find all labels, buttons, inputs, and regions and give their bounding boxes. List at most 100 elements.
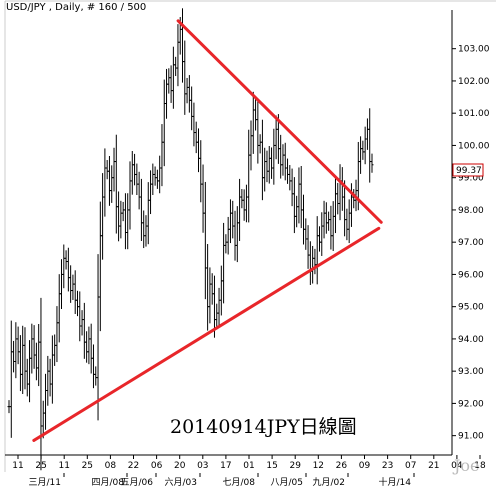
x-tick-label: 15	[266, 461, 277, 471]
last-price-marker: 99.37	[452, 163, 484, 177]
ohlc-bars	[7, 8, 374, 471]
y-tick: 92.00	[452, 399, 484, 409]
ohlc-bar	[370, 153, 374, 173]
y-tick-label: 98.00	[458, 206, 484, 216]
separator-label: ,	[45, 2, 56, 13]
watermark: Joe	[452, 456, 480, 475]
month-tick-label: 八月/05	[271, 477, 304, 488]
x-tick-label: 04	[451, 461, 463, 471]
y-axis-ticks: 91.00 92.00 93.00 94.00 95.00 96.00 97.00 98.00…	[452, 45, 490, 442]
x-tick-label: 11	[58, 461, 69, 471]
x-tick-label: 21	[428, 461, 439, 471]
x-tick-label: 07	[405, 461, 416, 471]
y-tick-label: 91.00	[458, 432, 484, 442]
y-tick: 94.00	[452, 335, 484, 345]
symbol-label: USD/JPY	[6, 2, 46, 13]
y-tick: 100.00	[452, 141, 490, 151]
x-tick: 23	[382, 455, 393, 471]
x-tick-label: 22	[128, 461, 139, 471]
x-tick-label: 11	[12, 461, 23, 471]
x-tick-label: 17	[220, 461, 231, 471]
y-tick-label: 99.00	[458, 174, 484, 184]
x-tick: 25	[82, 455, 93, 471]
x-tick: 04	[451, 455, 463, 471]
y-tick-label: 96.00	[458, 270, 484, 280]
x-tick: 11	[58, 455, 70, 471]
plot-area	[7, 8, 383, 471]
y-tick: 102.00	[452, 77, 490, 87]
chart-header: USD/JPY , Daily, # 160 / 500	[6, 2, 146, 13]
month-tick: 五月/06	[121, 473, 157, 488]
month-tick-label: 六月/03	[165, 476, 198, 488]
x-tick-label: 09	[359, 461, 371, 471]
y-tick: 96.00	[452, 270, 484, 280]
month-tick-label: 五月/06	[121, 477, 154, 488]
y-tick-label: 100.00	[458, 141, 490, 151]
month-tick-label: 三月/11	[29, 477, 62, 488]
x-tick: 01	[243, 455, 255, 471]
month-tick-label: 十月/14	[379, 476, 412, 488]
month-tick-label: 七月/08	[223, 477, 256, 488]
y-tick: 99.00	[452, 174, 484, 184]
x-tick-label: 08	[105, 461, 117, 471]
x-tick-label: 25	[35, 461, 46, 471]
x-tick: 26	[336, 455, 348, 471]
month-tick: 七月/08	[223, 473, 259, 488]
month-tick: 九月/02	[313, 473, 349, 488]
month-tick: 八月/05	[271, 473, 307, 488]
y-tick-label: 92.00	[458, 399, 484, 409]
resistance-trendline	[176, 19, 383, 224]
x-tick-label: 29	[289, 461, 301, 471]
y-tick: 103.00	[452, 45, 490, 55]
y-tick: 98.00	[452, 206, 484, 216]
last-price-label: 99.37	[456, 166, 482, 176]
x-tick-label: 06	[151, 461, 163, 471]
y-tick: 95.00	[452, 303, 484, 313]
x-tick: 29	[289, 455, 301, 471]
y-tick-label: 102.00	[458, 77, 490, 87]
trendlines	[32, 19, 383, 442]
x-tick: 17	[220, 455, 232, 471]
y-tick: 101.00	[452, 109, 490, 119]
support-trendline	[32, 226, 381, 442]
x-tick-label: 25	[82, 461, 93, 471]
x-tick: 11	[12, 455, 24, 471]
month-tick: 三月/11	[29, 473, 65, 488]
y-tick-label: 97.00	[458, 238, 484, 248]
x-tick-label: 23	[382, 461, 393, 471]
x-axis-ticks: 11 25 11 25 08 22 06 20 03 17 01 15 29 12 26 09 23 07 21 04…	[12, 455, 486, 471]
x-tick: 07	[405, 455, 416, 471]
x-tick: 06	[151, 455, 163, 471]
y-tick-label: 101.00	[458, 109, 490, 119]
x-tick: 25	[35, 455, 47, 471]
y-tick-label: 103.00	[458, 45, 490, 55]
x-tick-label: 26	[336, 461, 348, 471]
x-tick-label: 12	[313, 461, 324, 471]
bar-count-label: , # 160 / 500	[80, 2, 147, 13]
y-tick: 93.00	[452, 367, 484, 377]
y-tick-label: 94.00	[458, 335, 484, 345]
x-tick: 15	[266, 455, 278, 471]
x-tick-label: 18	[474, 461, 486, 471]
x-tick: 22	[128, 455, 139, 471]
y-tick: 97.00	[452, 238, 484, 248]
y-tick-label: 95.00	[458, 303, 484, 313]
x-tick: 12	[313, 455, 324, 471]
x-tick: 09	[359, 455, 371, 471]
x-tick: 08	[105, 455, 117, 471]
month-tick: 六月/03	[165, 473, 201, 488]
y-tick-label: 93.00	[458, 367, 484, 377]
x-tick: 03	[197, 455, 209, 471]
x-tick-label: 01	[243, 461, 254, 471]
month-tick: 十月/14	[379, 473, 415, 488]
x-tick: 21	[428, 455, 440, 471]
x-tick-label: 03	[197, 461, 208, 471]
period-label: Daily	[55, 2, 81, 13]
month-tick-label: 四月/08	[92, 477, 125, 488]
x-tick: 20	[174, 455, 186, 471]
x-tick-label: 20	[174, 461, 186, 471]
month-tick-label: 九月/02	[313, 477, 346, 488]
